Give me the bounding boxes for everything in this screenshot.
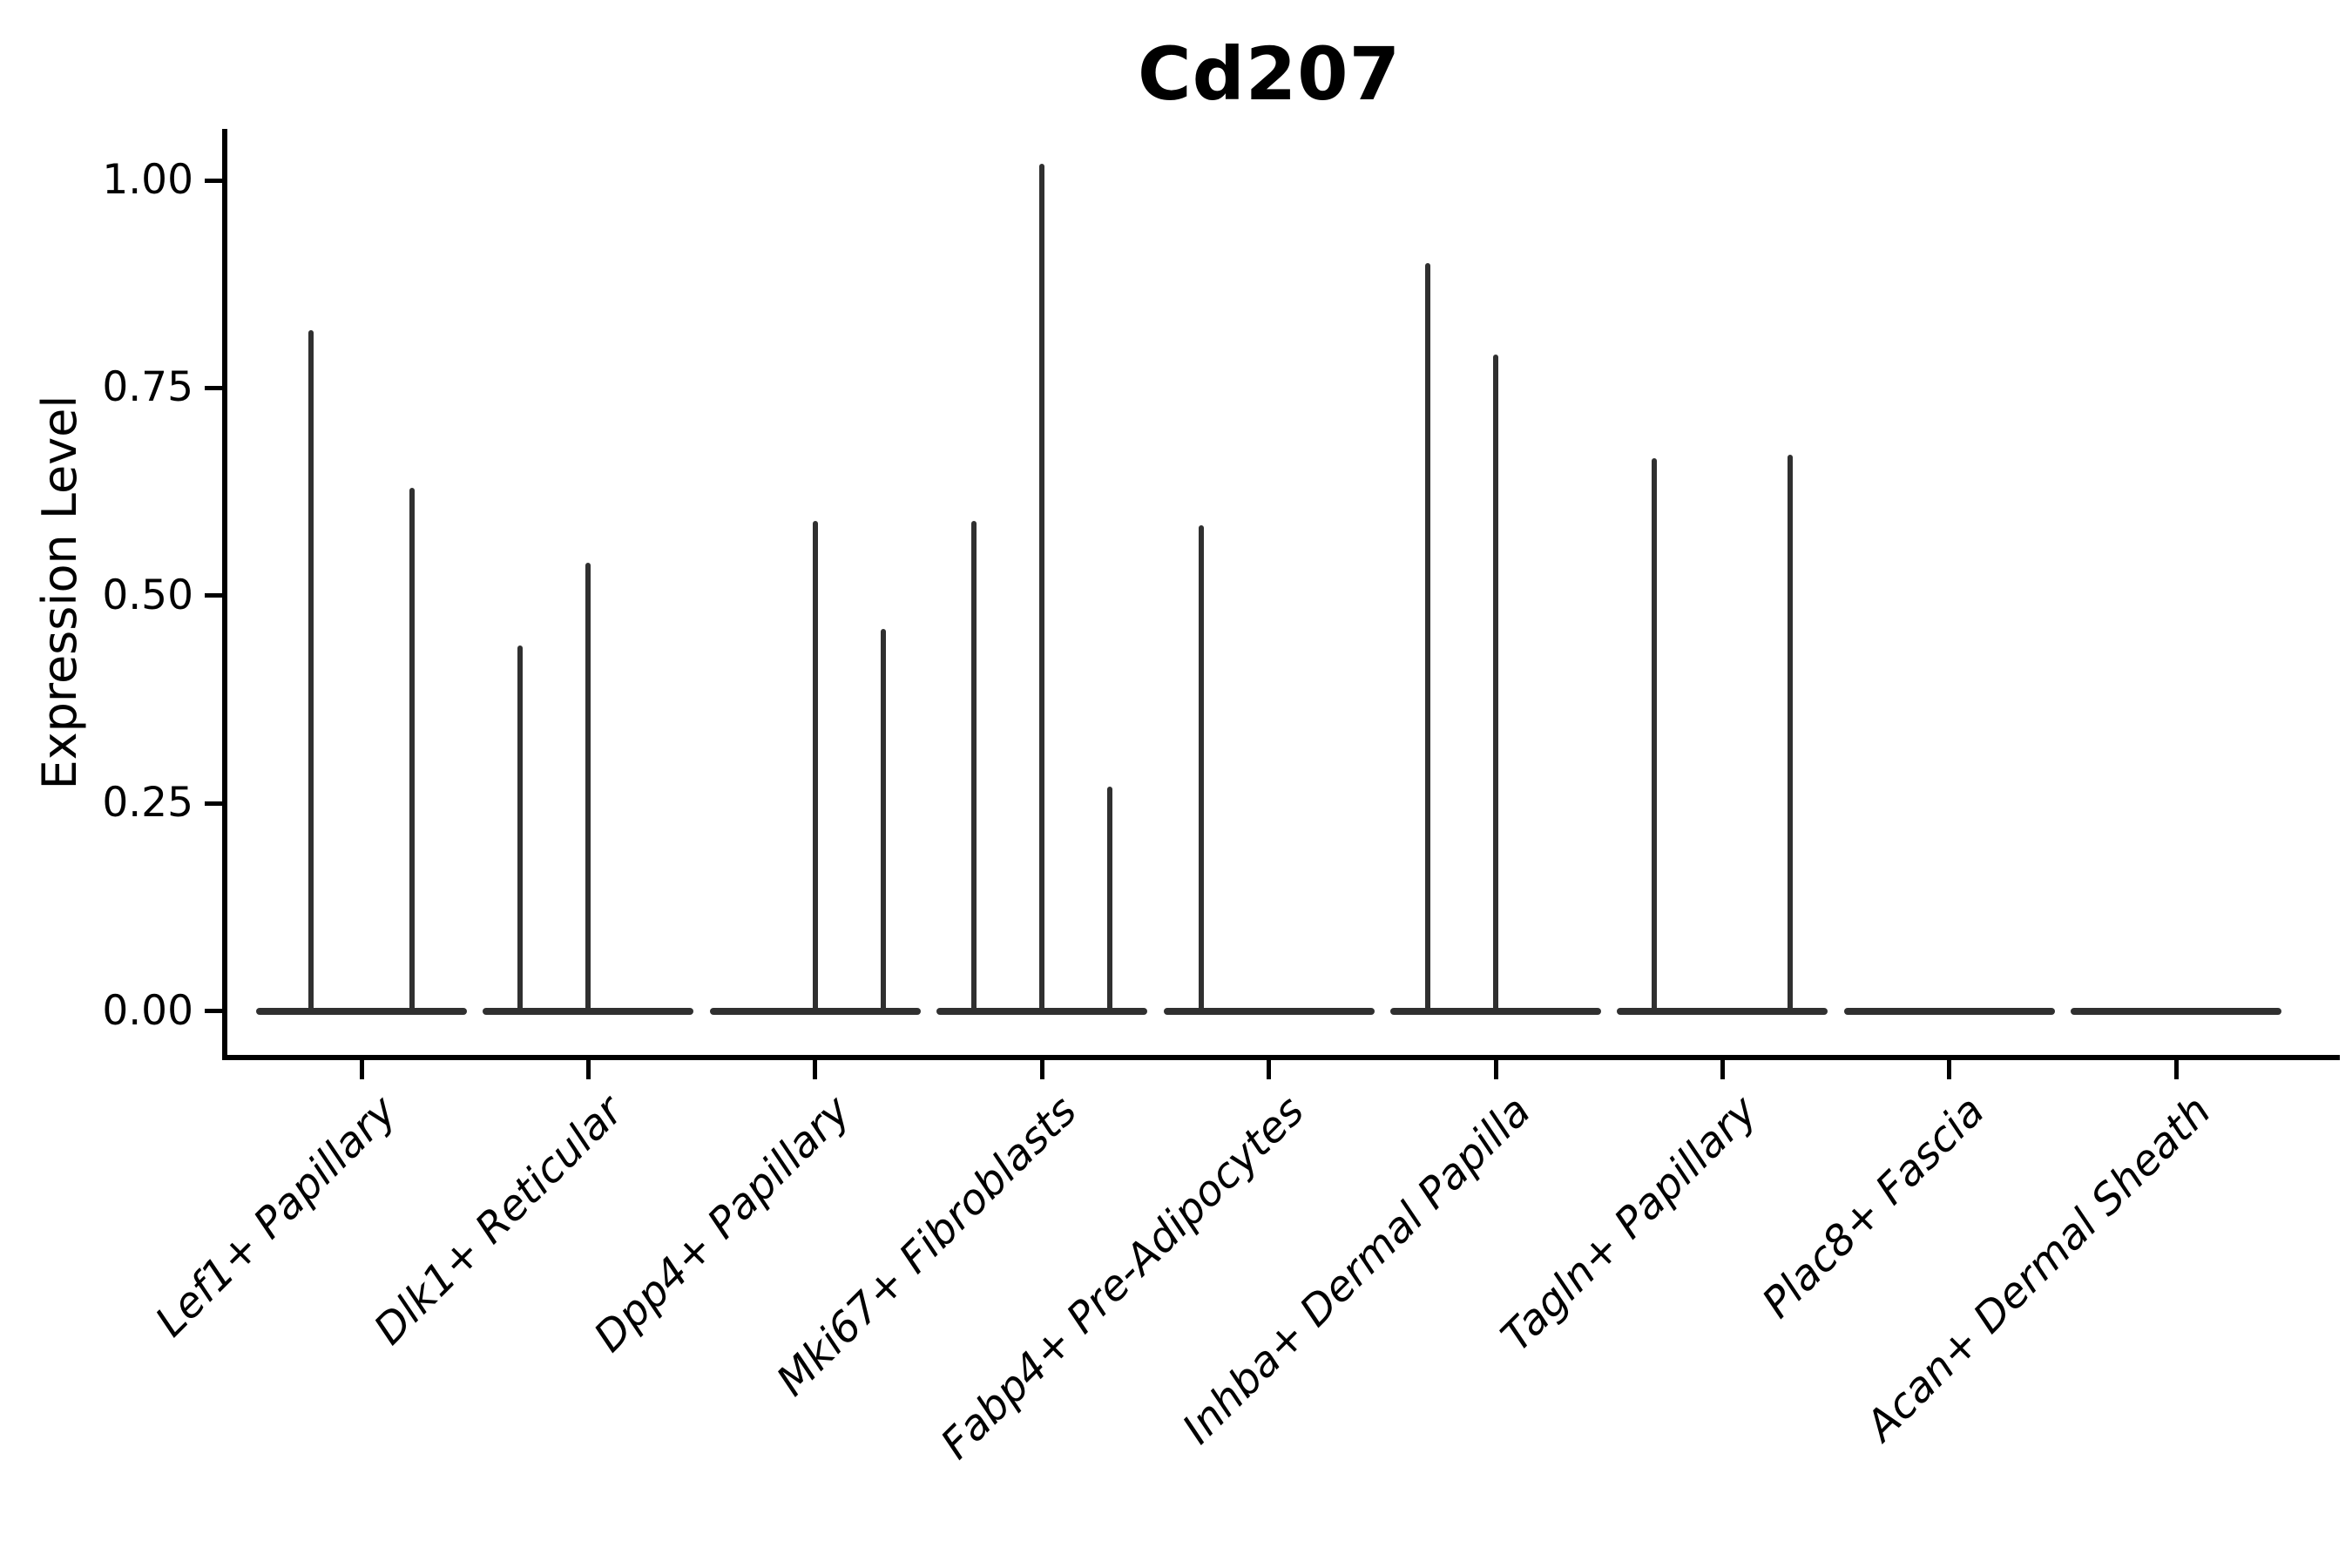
violin-spike (308, 329, 314, 1015)
violin-baseline (1843, 1007, 2055, 1015)
violin-baseline (256, 1007, 467, 1015)
violin-spike (1039, 164, 1045, 1015)
y-tick-mark (205, 801, 222, 806)
x-tick-mark (359, 1060, 364, 1079)
violin-spike (1493, 355, 1498, 1015)
x-tick-mark (2173, 1060, 2179, 1079)
y-tick-mark (205, 593, 222, 598)
violin-spike (409, 487, 415, 1015)
violin-baseline (2071, 1007, 2282, 1015)
y-tick-label: 0.00 (102, 986, 193, 1035)
violin-spike (1198, 524, 1204, 1015)
x-tick-mark (813, 1060, 818, 1079)
violin-spike (971, 520, 977, 1015)
x-tick-label: Mki67+ Fibroblasts (767, 1086, 1087, 1406)
y-tick-mark (205, 178, 222, 183)
x-tick-mark (1267, 1060, 1272, 1079)
y-tick-label: 1.00 (102, 156, 193, 205)
x-tick-label: Inhba+ Dermal Papilla (1173, 1086, 1540, 1454)
x-tick-mark (1720, 1060, 1725, 1079)
violin-spike (880, 628, 886, 1015)
x-tick-label: Dpp4+ Papillary (585, 1086, 860, 1362)
violin-baseline (483, 1007, 694, 1015)
x-tick-label: Dlk1+ Reticular (365, 1086, 633, 1355)
y-tick-label: 0.75 (102, 363, 193, 412)
y-tick-label: 0.25 (102, 779, 193, 828)
y-tick-mark (205, 1009, 222, 1013)
violin-spike (517, 645, 524, 1015)
violin-baseline (1617, 1007, 1828, 1015)
violin-spike (585, 562, 591, 1015)
y-tick-label: 0.50 (102, 571, 193, 619)
violin-spike (812, 520, 818, 1015)
x-tick-mark (1493, 1060, 1498, 1079)
x-tick-label: Plac8+ Fascia (1753, 1086, 1994, 1328)
y-axis-spine (222, 129, 227, 1060)
chart-title: Cd207 (1137, 31, 1402, 117)
violin-spike (1788, 454, 1794, 1015)
violin-spike (1107, 787, 1113, 1015)
violin-baseline (936, 1007, 1148, 1015)
violin-baseline (1163, 1007, 1375, 1015)
x-tick-mark (585, 1060, 591, 1079)
x-tick-label: Tagln+ Papillary (1492, 1086, 1767, 1362)
x-tick-label: Acan+ Dermal Sheath (1856, 1086, 2221, 1450)
violin-baseline (1390, 1007, 1601, 1015)
x-axis-spine (222, 1055, 2340, 1060)
x-tick-label: Fabp4+ Pre-Adipocytes (930, 1086, 1314, 1469)
violin-baseline (709, 1007, 921, 1015)
x-tick-mark (1039, 1060, 1044, 1079)
violin-spike (1652, 458, 1658, 1015)
y-tick-mark (205, 385, 222, 390)
violin-spike (1425, 263, 1430, 1015)
x-tick-mark (1947, 1060, 1952, 1079)
